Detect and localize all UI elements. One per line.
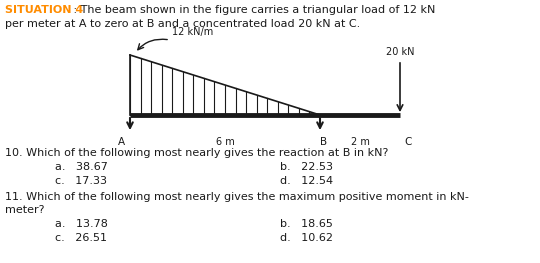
Text: 2 m: 2 m [350,137,369,147]
Text: c.   26.51: c. 26.51 [55,233,107,243]
Text: A: A [118,137,125,147]
Text: 6 m: 6 m [215,137,234,147]
Text: : The beam shown in the figure carries a triangular load of 12 kN: : The beam shown in the figure carries a… [70,5,435,15]
Text: b.   18.65: b. 18.65 [280,219,333,229]
Text: 20 kN: 20 kN [386,47,414,57]
Text: d.   10.62: d. 10.62 [280,233,333,243]
Text: 12 kN/m: 12 kN/m [172,27,213,37]
Text: 10. Which of the following most nearly gives the reaction at B in kN?: 10. Which of the following most nearly g… [5,148,388,158]
Text: 11. Which of the following most nearly gives the maximum positive moment in kN-: 11. Which of the following most nearly g… [5,192,469,202]
Text: b.   22.53: b. 22.53 [280,162,333,172]
Text: meter?: meter? [5,205,44,215]
Text: c.   17.33: c. 17.33 [55,176,107,186]
Text: a.   38.67: a. 38.67 [55,162,108,172]
Text: C: C [404,137,411,147]
Text: d.   12.54: d. 12.54 [280,176,333,186]
Text: a.   13.78: a. 13.78 [55,219,108,229]
Text: B: B [320,137,327,147]
Text: per meter at A to zero at B and a concentrated load 20 kN at C.: per meter at A to zero at B and a concen… [5,19,360,29]
Text: SITUATION 4: SITUATION 4 [5,5,83,15]
